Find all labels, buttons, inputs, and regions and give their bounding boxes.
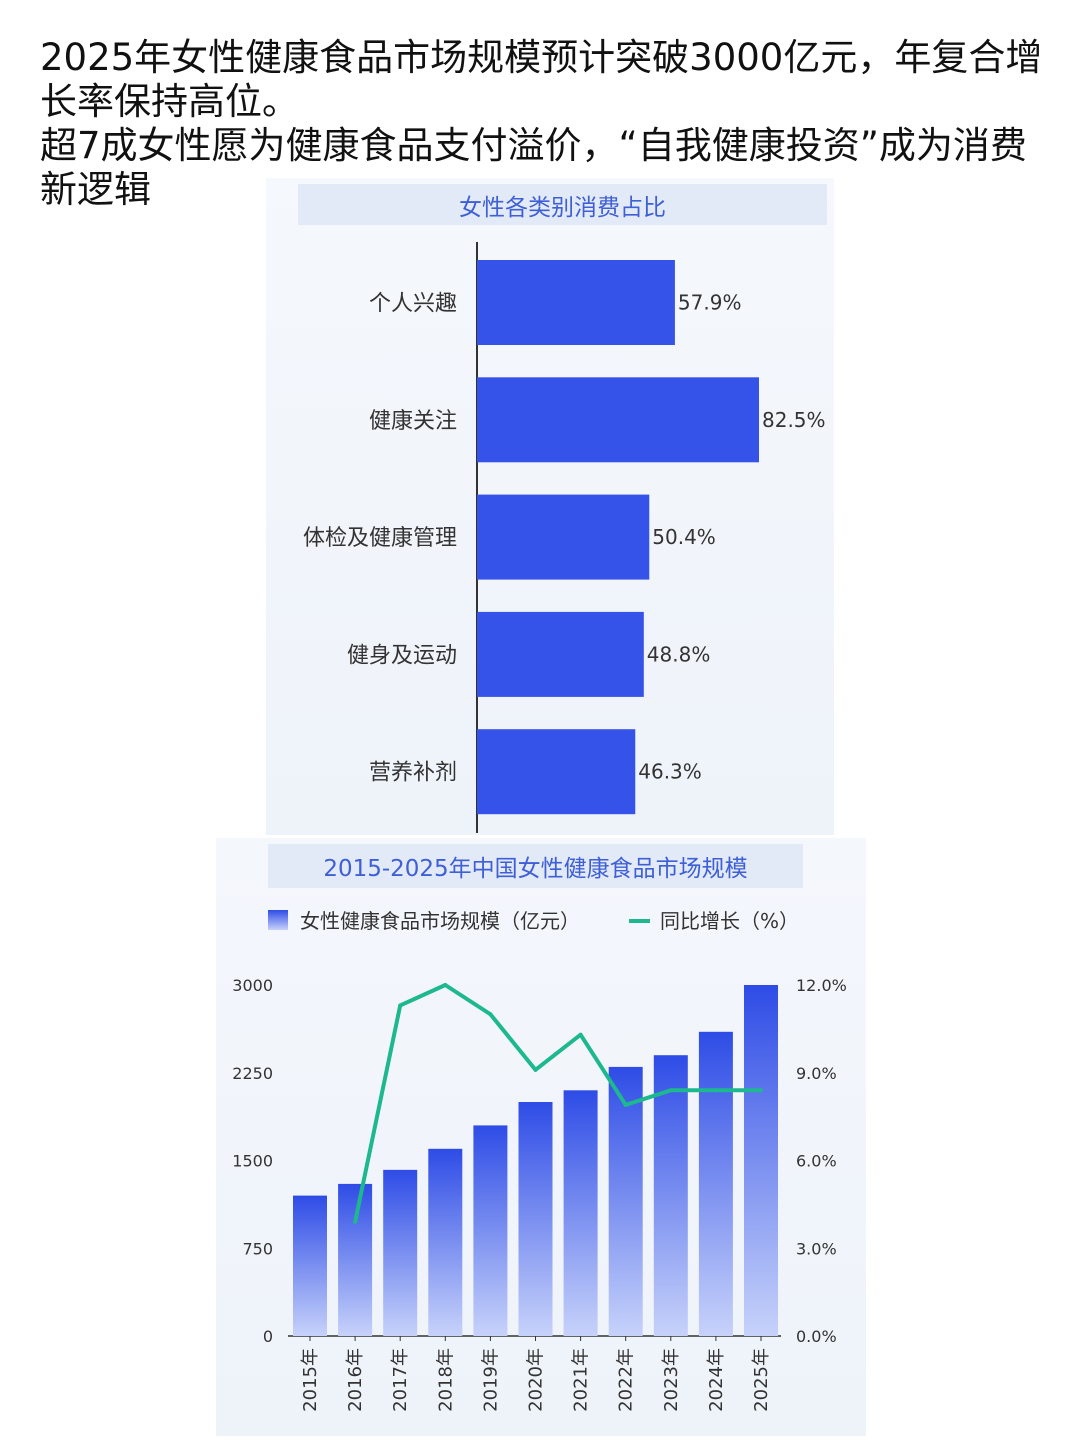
growth-point <box>713 1088 718 1093</box>
market-bar <box>428 1148 463 1336</box>
category-bar <box>477 494 650 580</box>
market-bar <box>293 1195 327 1336</box>
x-tick-label: 2024年 <box>706 1348 727 1412</box>
y-left-tick-label: 3000 <box>232 976 273 995</box>
category-bar <box>477 611 644 697</box>
market-bar <box>698 1031 733 1336</box>
category-value-label: 57.9% <box>678 291 742 315</box>
x-tick-label: 2016年 <box>345 1348 366 1412</box>
category-label: 健身及运动 <box>347 643 457 668</box>
category-value-label: 82.5% <box>762 408 826 432</box>
category-label: 个人兴趣 <box>369 292 457 317</box>
market-bar <box>473 1125 508 1336</box>
category-value-label: 50.4% <box>652 525 716 549</box>
x-tick-label: 2020年 <box>526 1348 547 1412</box>
growth-line <box>353 983 761 1223</box>
category-label: 体检及健康管理 <box>303 526 457 551</box>
category-bar <box>477 377 759 463</box>
growth-point <box>353 1219 358 1224</box>
growth-point <box>668 1088 673 1093</box>
legend-line-label: 同比增长（%） <box>660 909 799 933</box>
category-label: 营养补剂 <box>369 761 457 786</box>
y-left-tick-label: 1500 <box>232 1152 273 1171</box>
category-label: 健康关注 <box>369 409 457 434</box>
growth-point <box>623 1102 628 1107</box>
x-tick-label: 2025年 <box>751 1348 772 1412</box>
growth-point <box>488 1012 493 1017</box>
y-right-tick-label: 0.0% <box>796 1327 837 1346</box>
y-right-tick-label: 3.0% <box>796 1239 837 1258</box>
category-chart-title: 女性各类别消费占比 <box>298 184 827 225</box>
y-right-tick-label: 12.0% <box>796 976 847 995</box>
y-left-tick-label: 2250 <box>232 1064 273 1083</box>
market-bar <box>338 1183 373 1336</box>
market-chart-plot: 女性健康食品市场规模（亿元） 同比增长（%） 0 750 1500 2250 3000 0.0… <box>232 909 847 1412</box>
x-tick-label: 2017年 <box>390 1348 411 1412</box>
category-bar <box>477 729 636 815</box>
growth-point <box>398 1003 403 1008</box>
market-bar <box>744 985 778 1336</box>
category-share-chart: 女性各类别消费占比 个人兴趣 57.9% 健康关注 82.5% 体检及健康管理 50.4%… <box>266 178 834 835</box>
headline-line-2: 超7成女性愿为健康食品支付溢价，“自我健康投资”成为消费新逻辑 <box>40 124 1027 211</box>
x-tick-label: 2021年 <box>571 1348 592 1412</box>
growth-point <box>578 1032 583 1037</box>
category-value-label: 46.3% <box>638 760 702 784</box>
x-tick-label: 2023年 <box>661 1348 682 1412</box>
growth-point <box>759 1088 763 1093</box>
headline: 2025年女性健康食品市场规模预计突破3000亿元，年复合增长率保持高位。 超7… <box>40 36 1050 212</box>
y-right-tick-label: 9.0% <box>796 1064 837 1083</box>
category-value-label: 48.8% <box>647 642 711 666</box>
y-right-tick-label: 6.0% <box>796 1152 837 1171</box>
category-bar <box>477 260 675 345</box>
growth-point <box>533 1067 538 1072</box>
legend-bar-label: 女性健康食品市场规模（亿元） <box>300 909 580 933</box>
category-chart-plot: 个人兴趣 57.9% 健康关注 82.5% 体检及健康管理 50.4% 健身及运动 48.8%… <box>303 242 826 833</box>
growth-point <box>443 983 448 987</box>
market-bar <box>518 1102 553 1336</box>
market-bar <box>383 1169 418 1336</box>
legend-bar-swatch <box>268 910 288 930</box>
y-left-tick-label: 750 <box>242 1239 273 1258</box>
headline-line-1: 2025年女性健康食品市场规模预计突破3000亿元，年复合增长率保持高位。 <box>40 36 1043 123</box>
x-tick-label: 2018年 <box>435 1348 456 1412</box>
market-size-chart: 2015-2025年中国女性健康食品市场规模 女性健康食品市场规模（亿元） 同比增… <box>216 838 866 1436</box>
x-tick-label: 2019年 <box>480 1348 501 1412</box>
market-bar <box>563 1090 598 1336</box>
legend: 女性健康食品市场规模（亿元） 同比增长（%） <box>268 909 799 933</box>
market-bar <box>653 1055 688 1336</box>
market-bar <box>608 1066 643 1336</box>
y-left-tick-label: 0 <box>263 1327 273 1346</box>
market-chart-title: 2015-2025年中国女性健康食品市场规模 <box>268 844 803 888</box>
x-tick-label: 2015年 <box>300 1348 321 1412</box>
x-tick-label: 2022年 <box>616 1348 637 1412</box>
